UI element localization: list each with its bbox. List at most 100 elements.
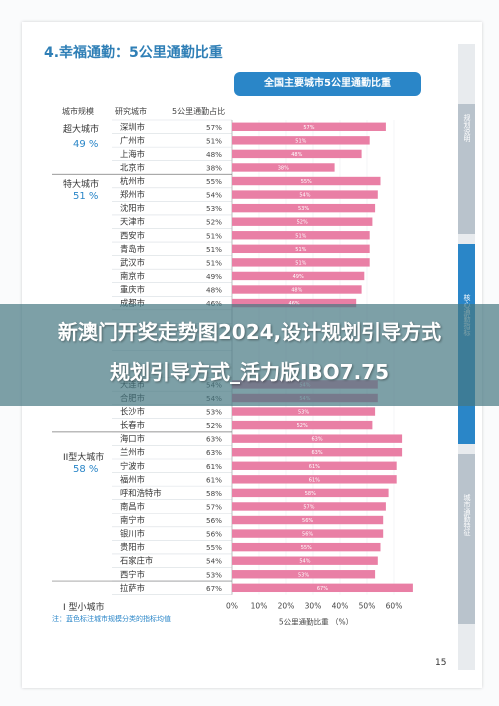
city-label: 西安市 [120,230,145,240]
header-city-scale: 城市规模 [62,107,94,116]
value-column-label: 54% [206,191,222,200]
value-column-label: 52% [206,218,222,227]
city-label: 天津市 [120,217,145,227]
city-label: 南京市 [120,271,145,281]
value-column-label: 63% [206,448,222,457]
bar [232,122,386,131]
bar [232,583,413,593]
sidebar-label-3: 城市通勤特征 [463,494,471,536]
tier-avg-mega: 51 % [73,191,99,202]
city-label: 上海市 [120,149,145,159]
bar-data-label: 61% [309,464,320,470]
bar [232,163,335,172]
value-column-label: 63% [206,435,222,444]
city-label: 海口市 [120,434,145,444]
bar [232,556,378,565]
bar [232,258,370,267]
tier-name-super: 超大城市 [63,125,100,135]
bar [232,231,370,240]
bar [232,434,403,443]
tier-avg-type2: 58 % [73,464,99,475]
header-city: 研究城市 [115,107,147,116]
bar [232,502,386,511]
city-label: 呼和浩特市 [120,488,162,498]
bar-data-label: 53% [298,206,309,212]
value-column-label: 58% [206,489,222,498]
bar [232,176,381,186]
bar-data-label: 58% [305,491,316,497]
value-column-label: 51% [206,245,222,254]
tier-name-type1: I 型小城市 [63,603,105,613]
sidebar-section-1[interactable]: 规划说明 [458,104,475,234]
value-column-label: 51% [206,231,222,240]
bar [232,488,389,498]
chart-title: 全国主要城市5公里通勤比重 [234,72,421,96]
value-column-label: 57% [206,123,222,132]
bar-data-label: 55% [301,545,312,551]
value-column-label: 56% [206,516,222,525]
x-tick-label: 40% [332,602,349,611]
page-number: 15 [435,658,447,668]
city-label: 宁波市 [120,461,145,471]
tier-name-type2: II型大城市 [63,453,105,463]
tier-avg-super: 49 % [73,139,99,150]
overlay-banner: 新澳门开奖走势图2024,设计规划引导方式 规划引导方式_活力版IBO7.75 [0,304,499,406]
bar-data-label: 67% [317,586,328,592]
bar [232,420,373,430]
bar [232,529,384,538]
page-title: 4.幸福通勤：5公里通勤比重 [44,45,223,61]
value-column-label: 56% [206,530,222,539]
value-column-label: 67% [206,584,222,593]
city-label: 石家庄市 [120,556,153,566]
value-column-label: 53% [206,204,222,213]
bar-data-label: 52% [297,220,308,226]
city-label: 沈阳市 [120,203,145,213]
x-tick-label: 0% [226,602,238,611]
value-column-label: 48% [206,286,222,295]
banner-line-2: 规划引导方式_活力版IBO7.75 [109,360,390,384]
bar-data-label: 57% [303,125,314,131]
value-column-label: 54% [206,557,222,566]
bar-data-label: 53% [298,572,309,578]
city-label: 长春市 [120,420,145,430]
bar-data-label: 54% [299,193,310,199]
city-label: 福州市 [120,474,145,484]
sidebar-section-3[interactable]: 城市通勤特征 [458,454,475,624]
bar-data-label: 38% [278,165,289,171]
bar-data-label: 61% [309,477,320,483]
value-column-label: 57% [206,502,222,511]
bar-data-label: 53% [298,410,309,416]
bar-data-label: 56% [302,532,313,538]
sidebar-label-1: 规划说明 [463,114,471,142]
value-column-label: 51% [206,136,222,145]
bar-data-label: 48% [291,288,302,294]
bar-data-label: 55% [301,179,312,185]
x-axis-label: 5公里通勤比重 （%） [279,617,353,627]
x-tick-label: 50% [359,602,376,611]
bar [232,448,403,457]
bar [232,298,357,308]
city-label: 南昌市 [120,501,145,511]
bar-data-label: 51% [295,233,306,239]
value-column-label: 48% [206,150,222,159]
bar [232,271,365,281]
city-label: 兰州市 [120,447,145,457]
bar [232,570,376,579]
bar [232,515,384,525]
chart-note: 注：蓝色标注城市规模分类的指标均值 [52,615,171,623]
bar-data-label: 63% [311,437,322,443]
bar [232,136,370,145]
value-column-label: 61% [206,462,222,471]
city-label: 武汉市 [120,257,145,267]
bar [232,217,373,226]
bar-data-label: 51% [295,260,306,266]
city-label: 北京市 [120,162,145,172]
bar-data-label: 63% [311,450,322,456]
bar-data-label: 52% [297,423,308,429]
header-value: 5公里通勤占比 [172,107,226,116]
value-column-label: 38% [206,163,222,172]
city-label: 深圳市 [120,122,145,132]
bar-data-label: 51% [295,247,306,253]
city-label: 长沙市 [120,407,145,417]
